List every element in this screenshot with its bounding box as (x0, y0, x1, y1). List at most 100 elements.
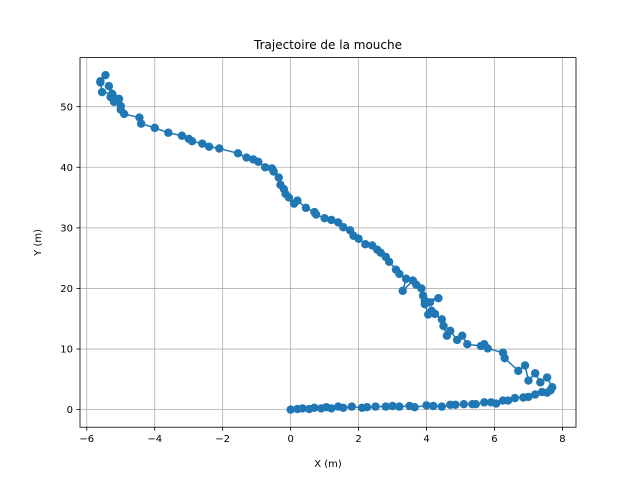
data-point (425, 298, 435, 307)
data-point (463, 339, 472, 349)
data-point (401, 274, 411, 283)
data-point (418, 291, 428, 300)
x-tick-label: 0 (287, 434, 293, 445)
data-point (459, 399, 469, 409)
data-point (514, 366, 523, 376)
data-point (327, 404, 336, 413)
vertical-gridlines (86, 57, 563, 428)
data-point (503, 396, 513, 405)
x-axis-ticks: −6 −4 −2 0 2 4 6 8 (79, 427, 566, 445)
data-point (260, 163, 270, 172)
data-point (451, 400, 460, 409)
data-point (204, 142, 214, 151)
data-point (310, 403, 319, 413)
data-point (391, 265, 401, 274)
data-point (347, 402, 356, 411)
trajectory-markers (96, 70, 557, 414)
x-tick-label: −6 (79, 434, 94, 445)
x-tick-label: −2 (215, 434, 230, 445)
data-point (327, 215, 336, 225)
data-point (498, 348, 508, 357)
data-point (215, 144, 224, 153)
data-point (524, 376, 533, 385)
data-point (437, 315, 447, 324)
data-point (542, 373, 552, 382)
data-point (320, 213, 329, 223)
y-tick-label: 10 (60, 345, 73, 356)
data-point (333, 218, 343, 227)
data-point (548, 383, 557, 392)
x-tick-label: 8 (559, 434, 565, 445)
data-point (367, 241, 377, 250)
data-point (388, 401, 397, 411)
data-point (452, 335, 462, 345)
data-point (429, 401, 438, 411)
data-point (104, 81, 114, 91)
x-tick-label: −4 (147, 434, 162, 445)
data-point (274, 173, 283, 182)
data-point (267, 164, 277, 173)
data-point (491, 399, 501, 408)
data-point (410, 403, 419, 412)
y-axis-label: Y (m) (33, 229, 44, 257)
data-point (536, 378, 545, 387)
data-point (233, 149, 243, 158)
plot-frame (79, 57, 577, 428)
chart-title: Trajectoire de la mouche (253, 38, 402, 52)
data-point (408, 276, 418, 285)
data-point (286, 405, 295, 414)
data-point (362, 403, 372, 412)
data-point (177, 131, 187, 140)
y-axis-ticks: 0 10 20 30 40 50 (60, 102, 80, 416)
data-point (135, 113, 144, 122)
data-point (96, 78, 105, 87)
y-tick-label: 40 (60, 163, 73, 174)
data-point (437, 402, 447, 411)
data-point (249, 155, 258, 164)
data-point (434, 293, 443, 303)
x-axis-label: X (m) (314, 459, 342, 470)
data-point (476, 341, 486, 351)
x-tick-label: 2 (355, 434, 361, 445)
data-point (510, 393, 520, 403)
data-point (395, 402, 404, 411)
data-point (531, 369, 540, 378)
data-point (150, 123, 159, 133)
data-point (298, 404, 307, 413)
data-point (198, 139, 207, 148)
data-point (361, 240, 370, 249)
data-point (520, 361, 530, 370)
y-tick-label: 50 (60, 102, 73, 113)
data-point (480, 398, 489, 407)
data-point (339, 403, 348, 413)
data-point (422, 401, 431, 410)
data-point (184, 134, 193, 143)
data-point (439, 321, 448, 331)
x-tick-label: 4 (423, 434, 429, 445)
data-point (289, 199, 299, 208)
data-point (371, 402, 380, 411)
data-point (524, 392, 533, 402)
data-point (442, 331, 452, 340)
data-point (108, 89, 117, 99)
horizontal-gridlines (80, 106, 576, 411)
data-point (424, 310, 433, 319)
data-point (116, 101, 125, 111)
y-tick-label: 30 (60, 223, 73, 234)
data-point (114, 94, 124, 104)
y-tick-label: 0 (67, 405, 73, 416)
x-tick-label: 6 (491, 434, 497, 445)
data-point (471, 399, 480, 409)
data-point (381, 402, 390, 411)
data-point (276, 180, 285, 190)
data-point (531, 390, 540, 399)
data-point (398, 286, 407, 296)
data-point (301, 203, 311, 213)
data-point (310, 207, 319, 217)
data-point (164, 128, 173, 137)
data-point (345, 226, 355, 235)
y-tick-label: 20 (60, 284, 73, 295)
data-point (101, 70, 110, 80)
